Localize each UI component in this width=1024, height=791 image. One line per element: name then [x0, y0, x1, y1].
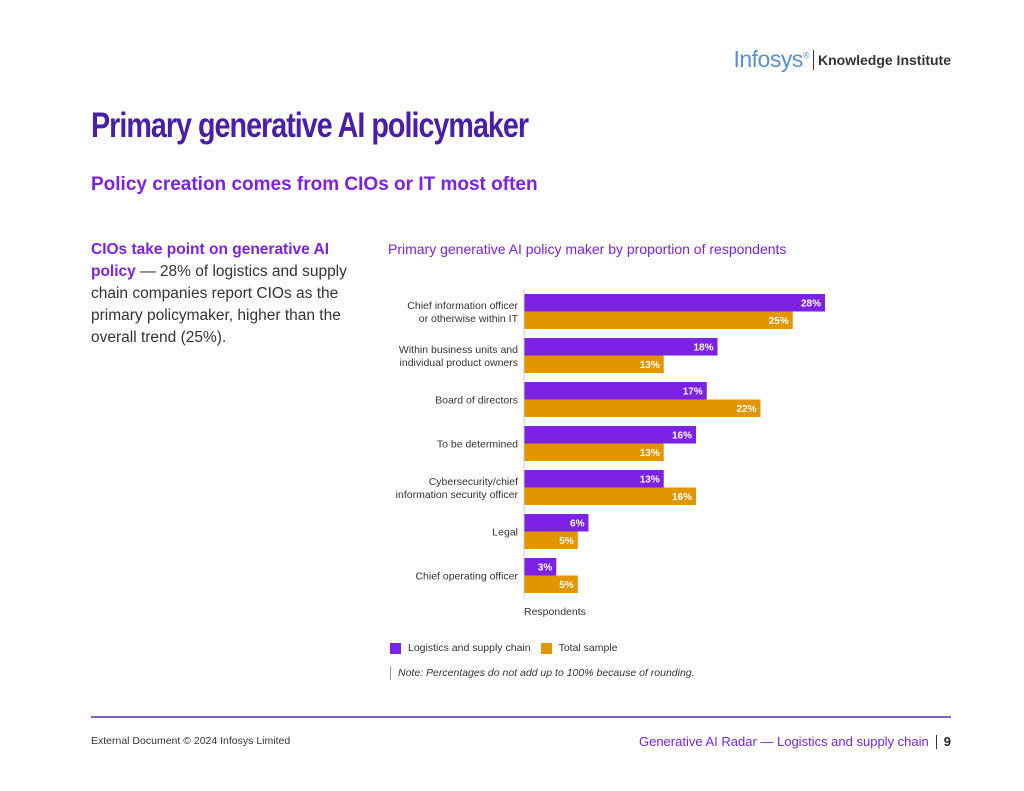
value-label-logistics: 28%: [801, 298, 821, 309]
value-label-total: 13%: [640, 448, 660, 459]
category-label: Chief information officer or otherwise wi…: [407, 300, 518, 325]
value-label-logistics: 3%: [538, 562, 553, 573]
bar-total: [524, 355, 664, 373]
callout-text: CIOs take point on generative AI policy …: [91, 239, 356, 349]
page-title: Primary generative AI policymaker: [91, 106, 529, 145]
bar-total: [524, 531, 578, 549]
category-label: Board of directors: [435, 395, 518, 407]
chart-legend: Logistics and supply chain Total sample: [390, 642, 628, 654]
footer-report-name: Generative AI Radar — Logistics and supp…: [638, 734, 929, 749]
value-label-logistics: 13%: [640, 474, 660, 485]
footer-copyright: External Document © 2024 Infosys Limited: [91, 735, 291, 747]
value-label-total: 22%: [736, 404, 756, 415]
callout-lead: CIOs take point on generative AI policy: [91, 241, 330, 280]
value-label-total: 5%: [559, 580, 574, 591]
value-label-total: 16%: [672, 492, 692, 503]
legend-label-logistics: Logistics and supply chain: [408, 642, 531, 654]
bar-logistics: [524, 558, 557, 576]
bar-logistics: [524, 294, 825, 312]
bar-logistics: [524, 426, 696, 444]
category-label: Chief operating officer: [415, 571, 518, 583]
infosys-logo: Infosys®: [733, 46, 809, 72]
bar-logistics: [524, 470, 664, 488]
category-label: Legal: [492, 527, 518, 539]
page-subtitle: Policy creation comes from CIOs or IT mo…: [91, 174, 538, 195]
bar-total: [524, 487, 696, 505]
footer-divider: [91, 716, 951, 718]
category-label: Within business units and individual prod…: [399, 344, 518, 369]
brand-lockup: Infosys® Knowledge Institute: [733, 46, 951, 73]
category-label: Cybersecurity/chief information security …: [396, 476, 519, 501]
x-axis-label: Respondents: [524, 606, 586, 618]
legend-item-total: Total sample: [540, 642, 618, 654]
brand-divider: [813, 49, 814, 70]
brand-suffix: Knowledge Institute: [818, 51, 951, 68]
bar-total: [524, 575, 578, 593]
bar-chart: Chief information officer or otherwise wi…: [396, 289, 825, 618]
bar-total: [524, 443, 664, 461]
legend-item-logistics: Logistics and supply chain: [390, 642, 531, 654]
page-number: 9: [943, 734, 951, 749]
legend-swatch-total: [540, 642, 552, 654]
chart-note: Note: Percentages do not add up to 100% …: [390, 666, 695, 680]
value-label-logistics: 16%: [672, 430, 692, 441]
legend-label-total: Total sample: [558, 642, 618, 654]
category-label: To be determined: [437, 439, 518, 451]
value-label-logistics: 6%: [570, 518, 585, 529]
bar-total: [524, 399, 761, 417]
footer-separator: [935, 734, 937, 749]
bar-total: [524, 311, 793, 329]
bar-logistics: [524, 382, 707, 400]
chart-title: Primary generative AI policy maker by pr…: [388, 241, 787, 257]
callout-body: — 28% of logistics and supply chain comp…: [91, 263, 347, 346]
bar-logistics: [524, 338, 718, 356]
value-label-total: 13%: [640, 360, 660, 371]
value-label-total: 25%: [769, 316, 789, 327]
value-label-total: 5%: [559, 536, 574, 547]
legend-swatch-logistics: [390, 642, 401, 654]
footer-report-title: Generative AI Radar — Logistics and supp…: [639, 734, 951, 749]
bar-logistics: [524, 514, 589, 532]
value-label-logistics: 17%: [683, 386, 703, 397]
value-label-logistics: 18%: [693, 342, 713, 353]
